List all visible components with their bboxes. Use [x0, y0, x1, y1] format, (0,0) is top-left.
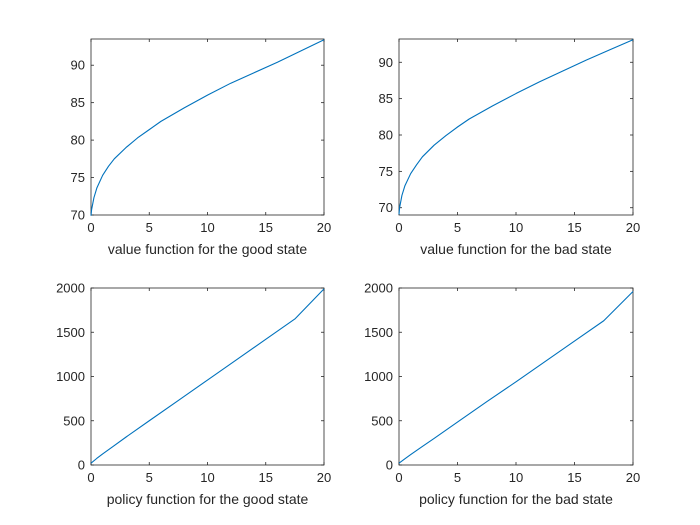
x-tick-label: 20 [317, 470, 331, 485]
y-tick-label: 2000 [56, 281, 85, 296]
x-tick-label: 20 [317, 220, 331, 235]
x-tick-label: 0 [395, 220, 402, 235]
y-tick-label: 1500 [364, 325, 393, 340]
y-tick-label: 2000 [364, 281, 393, 296]
x-tick-label: 5 [454, 220, 461, 235]
subplot-4: 0 5 10 15 20 0 500 1000 1500 2000 policy function … [364, 281, 640, 508]
y-tick-label: 90 [379, 55, 393, 70]
y-tick-label: 85 [379, 91, 393, 106]
x-tick-label: 10 [509, 220, 523, 235]
x-tick-label: 0 [395, 470, 402, 485]
x-tick-label: 0 [87, 470, 94, 485]
x-tick-label: 15 [567, 470, 581, 485]
y-tick-label: 500 [63, 413, 85, 428]
x-tick-label: 5 [146, 220, 153, 235]
y-tick-label: 1500 [56, 325, 85, 340]
x-tick-label: 5 [454, 470, 461, 485]
axes-box [90, 38, 325, 216]
x-tick-label: 5 [146, 470, 153, 485]
y-tick-label: 0 [386, 458, 393, 473]
series-line-1 [90, 288, 325, 464]
y-tick-label: 80 [379, 128, 393, 143]
subplot-1: 0 5 10 15 20 70 75 80 85 90 value function for the… [71, 38, 331, 257]
y-tick-label: 80 [71, 133, 85, 148]
y-tick-label: 70 [379, 200, 393, 215]
y-tick-label: 70 [71, 208, 85, 223]
x-tick-label: 20 [626, 470, 640, 485]
y-tick-label: 90 [71, 58, 85, 73]
x-tick-label: 15 [567, 220, 581, 235]
y-tick-label: 0 [78, 458, 85, 473]
y-tick-label: 75 [71, 170, 85, 185]
x-axis-label: policy function for the bad state [419, 491, 613, 507]
subplot-2: 0 5 10 15 20 70 75 80 85 90 value function for the… [379, 38, 640, 257]
x-axis-label: value function for the good state [108, 241, 307, 257]
subplot-3: 0 5 10 15 20 0 500 1000 1500 2000 policy function … [56, 281, 331, 508]
y-tick-label: 1000 [364, 369, 393, 384]
axes-box [90, 287, 325, 466]
x-tick-label: 10 [509, 470, 523, 485]
x-tick-label: 10 [200, 220, 214, 235]
x-tick-label: 20 [626, 220, 640, 235]
x-tick-label: 10 [200, 470, 214, 485]
x-tick-label: 15 [259, 220, 273, 235]
y-tick-label: 1000 [56, 369, 85, 384]
x-axis-label: policy function for the good state [107, 491, 309, 507]
x-tick-label: 15 [259, 470, 273, 485]
series-line-1 [398, 39, 634, 215]
x-tick-label: 0 [87, 220, 94, 235]
series-line-1 [90, 39, 325, 216]
y-tick-label: 500 [371, 413, 393, 428]
y-tick-label: 75 [379, 164, 393, 179]
axes-box [398, 38, 634, 216]
x-axis-label: value function for the bad state [420, 241, 612, 257]
y-tick-label: 85 [71, 95, 85, 110]
series-line-1 [398, 291, 634, 464]
